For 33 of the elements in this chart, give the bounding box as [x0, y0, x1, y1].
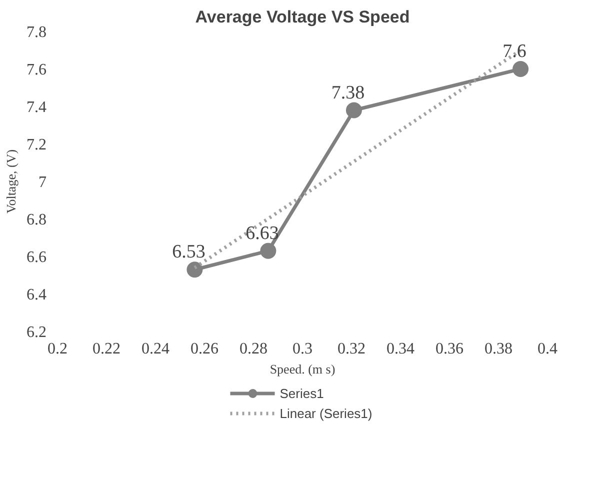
- x-tick-label: 0.26: [190, 340, 218, 358]
- x-tick-label: 0.36: [436, 340, 464, 358]
- point: [186, 262, 203, 278]
- x-tick-label: 0.2: [48, 340, 68, 358]
- y-tick-label: 7.6: [26, 62, 46, 78]
- y-tick-label: 6.6: [26, 249, 46, 266]
- point: [346, 102, 362, 118]
- data-label: 7.6: [502, 41, 526, 62]
- y-tick-label: 6.8: [26, 212, 46, 228]
- data-label: 7.38: [331, 82, 365, 104]
- y-tick-label: 7: [38, 174, 46, 191]
- y-tick-label: 6.2: [26, 324, 46, 341]
- x-tick-label: 0.22: [92, 340, 120, 358]
- legend-label: Series1: [280, 386, 324, 400]
- x-tick-label: 0.38: [484, 340, 512, 358]
- y-tick-label: 6.4: [26, 286, 46, 304]
- chart-title: Average Voltage VS Speed: [195, 8, 410, 26]
- x-tick-label: 0.28: [240, 340, 268, 358]
- x-tick-label: 0.3: [292, 340, 312, 358]
- point: [512, 61, 529, 77]
- y-tick-label: 7.4: [26, 99, 46, 116]
- x-tick-label: 0.32: [338, 340, 366, 358]
- x-tick-label: 0.24: [142, 340, 170, 358]
- data-label: 6.53: [172, 242, 206, 263]
- x-tick-label: 0.4: [538, 340, 558, 358]
- y-tick-label: 7.2: [26, 136, 46, 154]
- x-axis-title: Speed. (m s): [270, 362, 336, 376]
- y-axis-title: Voltage, (V): [4, 149, 18, 214]
- point: [260, 242, 276, 259]
- x-tick-label: 0.34: [386, 340, 414, 358]
- legend-label: Linear (Series1): [280, 406, 372, 420]
- y-tick-label: 7.8: [26, 24, 46, 41]
- data-label: 6.63: [246, 222, 279, 244]
